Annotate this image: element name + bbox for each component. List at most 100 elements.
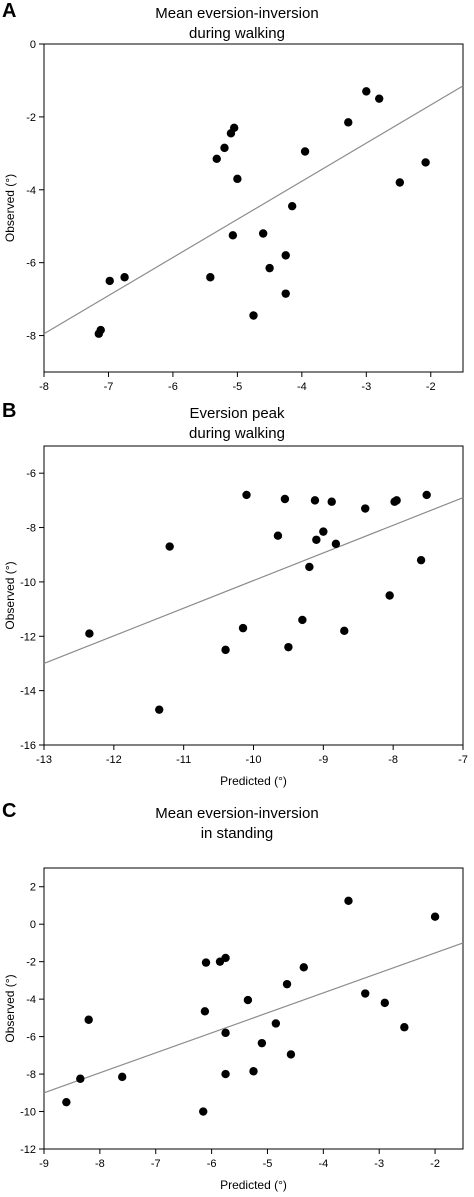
x-tick-label: -7	[458, 754, 468, 766]
y-tick-label: 0	[30, 919, 36, 931]
data-point	[319, 527, 328, 536]
data-point	[385, 591, 394, 600]
x-tick-label: -4	[297, 381, 307, 393]
y-tick-label: -8	[26, 331, 36, 343]
data-point	[430, 912, 440, 921]
data-point	[229, 123, 239, 133]
x-tick-label: -7	[104, 381, 114, 393]
plot-frame	[43, 867, 464, 1150]
data-point	[118, 1072, 127, 1082]
data-point	[85, 629, 94, 638]
data-point	[281, 289, 290, 298]
x-tick-label: -8	[95, 1158, 105, 1170]
x-tick-label: -5	[232, 381, 242, 393]
x-tick-label: -5	[263, 1158, 273, 1170]
panel-label: C	[2, 800, 17, 822]
data-point	[273, 531, 283, 540]
y-tick-label: 0	[30, 39, 36, 51]
data-point	[300, 147, 310, 156]
y-tick-label: -14	[20, 686, 36, 698]
data-point	[344, 896, 353, 905]
y-tick-label: -8	[26, 1069, 36, 1081]
data-point	[233, 174, 242, 184]
y-axis-label: Observed (°)	[3, 174, 17, 242]
data-point	[206, 273, 215, 282]
x-tick-label: -11	[176, 754, 191, 766]
data-point	[258, 229, 268, 238]
chart-title-line-2: during walking	[189, 25, 285, 42]
x-tick-label: -9	[39, 1158, 49, 1170]
data-point	[375, 94, 384, 103]
data-point	[310, 496, 320, 505]
data-point	[416, 555, 426, 565]
data-point	[84, 1015, 93, 1024]
data-point	[243, 995, 253, 1005]
y-tick-label: -12	[20, 1144, 36, 1156]
data-point	[201, 958, 211, 967]
chart-title-line-1: Mean eversion-inversion	[155, 805, 319, 822]
data-point	[422, 490, 431, 500]
data-point	[331, 539, 341, 549]
data-point	[105, 276, 114, 286]
panel-label: B	[2, 400, 17, 422]
data-point	[212, 154, 221, 163]
data-point	[344, 118, 353, 127]
y-tick-label: -8	[26, 523, 36, 535]
data-point	[76, 1074, 85, 1083]
data-point	[238, 623, 248, 633]
data-point	[380, 998, 389, 1008]
x-tick-label: -9	[318, 754, 328, 766]
data-point	[242, 490, 251, 500]
x-tick-label: -4	[318, 1158, 328, 1170]
panel-label: A	[2, 0, 17, 22]
data-point	[340, 626, 349, 636]
x-tick-label: -12	[106, 754, 122, 766]
regression-line	[43, 85, 464, 335]
data-point	[271, 1019, 281, 1028]
data-point	[281, 251, 290, 260]
plot-frame	[43, 445, 464, 746]
y-axis-label: Observed (°)	[3, 974, 17, 1042]
scatter-plot: -13 -12 -11 -10 -9 -8 -7 -6 -8 -10 -12 -14 -16 Predic…	[3, 445, 468, 788]
y-tick-label: -2	[26, 112, 36, 124]
x-tick-label: -2	[430, 1158, 440, 1170]
chart-panel-a: A Mean eversion-inversion during walking…	[0, 0, 474, 400]
y-tick-label: -2	[26, 957, 36, 969]
data-point	[392, 496, 401, 505]
data-point	[249, 311, 258, 320]
data-point	[361, 989, 370, 998]
data-point	[361, 504, 370, 513]
data-point	[421, 158, 430, 167]
data-point	[286, 1050, 296, 1059]
y-tick-label: -6	[26, 468, 36, 480]
data-point	[120, 273, 129, 282]
y-tick-label: -10	[20, 577, 36, 589]
plot-frame	[43, 43, 464, 373]
x-axis-label: Predicted (°)	[220, 774, 287, 788]
y-tick-label: -6	[26, 1032, 36, 1044]
x-tick-label: -13	[36, 754, 52, 766]
data-point	[280, 494, 290, 504]
data-point	[220, 143, 229, 153]
data-point	[221, 1069, 230, 1079]
data-point	[298, 615, 307, 625]
data-point	[62, 1097, 71, 1107]
data-point	[165, 542, 174, 551]
y-tick-label: -6	[26, 258, 36, 270]
data-point	[199, 1107, 208, 1116]
scatter-plot: -9 -8 -7 -6 -5 -4 -3 -2 2 0 -2 -4 -6 -8 -10 -12 Predicte…	[3, 867, 464, 1192]
x-tick-label: -3	[361, 381, 371, 393]
y-tick-label: -4	[26, 185, 36, 197]
data-point	[327, 497, 336, 506]
data-point	[200, 1007, 210, 1016]
data-point	[362, 87, 371, 96]
x-tick-label: -3	[374, 1158, 384, 1170]
scatter-plot: -8-7-6-5-4-3-20-2-4-6-8Predicted (°)Obse…	[3, 39, 464, 393]
x-tick-label: -8	[388, 754, 398, 766]
data-point	[400, 1023, 409, 1032]
x-axis-label: Predicted (°)	[220, 1178, 287, 1192]
data-point	[299, 963, 308, 972]
x-tick-label: -6	[207, 1158, 217, 1170]
chart-title-line-1: Eversion peak	[189, 405, 285, 422]
chart-panel-b: B Eversion peak during walking -13 -12 -11…	[0, 400, 474, 800]
